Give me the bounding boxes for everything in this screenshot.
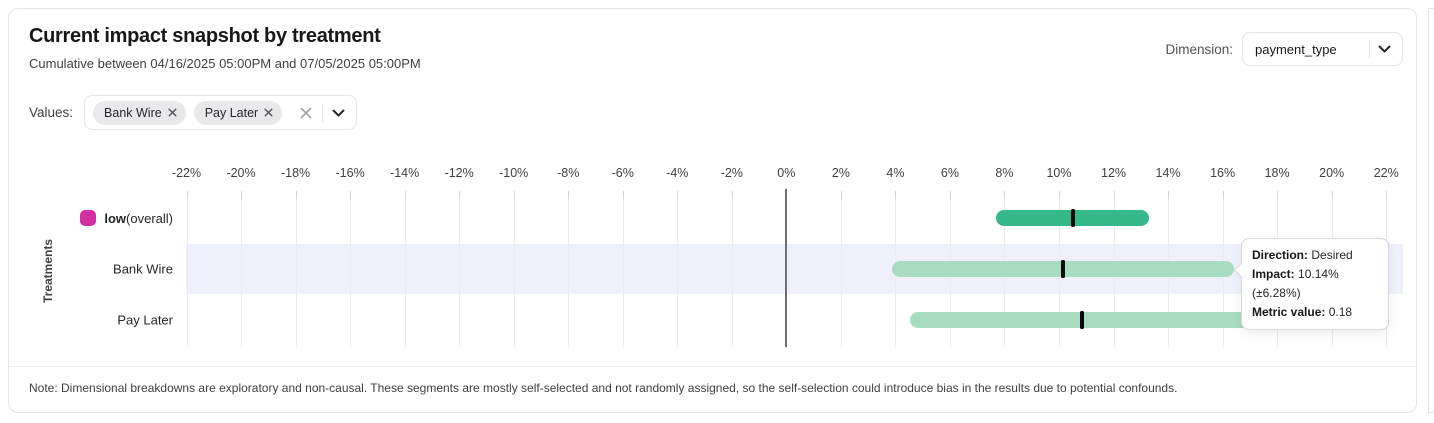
impact-snapshot-card: Current impact snapshot by treatment Cum… [8,8,1417,413]
gridline [459,191,461,347]
x-axis-tick-label: -6% [611,166,634,180]
gridline [568,191,570,347]
x-axis-tick-label: -18% [280,166,311,180]
gridline [677,191,679,347]
remove-chip-icon[interactable] [168,108,177,117]
values-chevron-down-icon[interactable] [332,109,345,117]
footnote: Note: Dimensional breakdowns are explora… [9,366,1416,395]
x-axis-tick-label: 0% [777,166,796,180]
dimension-select[interactable]: payment_type [1242,32,1403,66]
chevron-down-icon [1378,45,1391,53]
x-axis-tick-label: 20% [1319,166,1345,180]
dimension-label: Dimension: [1165,41,1233,57]
values-box-divider [322,103,324,122]
select-divider [1369,40,1370,58]
x-axis-tick-label: -14% [390,166,420,180]
clear-values-icon[interactable] [299,106,313,120]
tooltip-direction-value: Desired [1311,248,1353,262]
dimension-control: Dimension: payment_type [1165,32,1403,66]
tooltip: Direction: Desired Impact: 10.14% (±6.28… [1233,238,1389,330]
x-axis-tick-label: -20% [226,166,256,180]
legend-swatch [80,210,97,226]
x-axis-tick-label: -2% [720,166,743,180]
x-axis-tick-label: 18% [1264,166,1290,180]
x-axis-tick-label: 16% [1210,166,1236,180]
x-axis-tick-label: 10% [1046,166,1072,180]
tooltip-impact-label: Impact: [1252,267,1295,281]
date-range-subtitle: Cumulative between 04/16/2025 05:00PM an… [29,56,421,71]
impact-marker [1079,311,1084,329]
values-label: Values: [29,105,74,120]
tooltip-direction-label: Direction: [1252,248,1309,262]
gridline [840,191,842,347]
x-axis-tick-label: -22% [171,166,202,180]
values-multiselect[interactable]: Bank Wire Pay Later [84,95,358,130]
tooltip-metric: Metric value: 0.18 [1252,303,1378,322]
value-chip[interactable]: Pay Later [193,100,283,125]
gridline [731,191,733,347]
value-chip-label: Bank Wire [104,105,162,120]
gridline [350,191,352,347]
tooltip-direction: Direction: Desired [1252,246,1378,265]
value-chip[interactable]: Bank Wire [93,100,186,125]
x-axis-tick-label: -8% [557,166,580,180]
values-filter-row: Values: Bank Wire Pay Later [29,95,358,130]
impact-marker [1060,260,1065,278]
adjacent-card-edge [1428,8,1434,413]
treatment-row-label: Pay Later [117,312,173,328]
x-axis-tick-label: -12% [444,166,474,180]
tooltip-impact-value: 10.14% (±6.28%) [1252,267,1339,300]
value-chip-label: Pay Later [204,105,259,120]
x-axis-tick-label: 22% [1373,166,1399,180]
dimension-select-value: payment_type [1255,41,1337,57]
treatment-row-label: low (overall) [80,210,173,226]
x-axis-tick-label: 12% [1101,166,1127,180]
gridline [513,191,515,347]
impact-marker [1070,209,1075,227]
remove-chip-icon[interactable] [264,108,273,117]
chips-container: Bank Wire Pay Later [93,100,283,125]
gridline [404,191,406,347]
tooltip-metric-value: 0.18 [1328,305,1353,319]
x-axis-tick-label: 14% [1155,166,1181,180]
x-axis: -22% -20% -18% -16% -14% -12% -10% -8% -6% -4% -2%… [172,166,1403,184]
gridline [295,191,297,347]
zero-baseline [785,189,788,347]
x-axis-tick-label: 6% [940,166,959,180]
x-axis-tick-label: 8% [995,166,1014,180]
treatment-row-label: Bank Wire [113,261,173,277]
gridline [622,191,624,347]
gridline [186,191,188,347]
plot-area [186,189,1403,347]
x-axis-tick-label: -4% [666,166,689,180]
x-axis-tick-label: 2% [831,166,850,180]
tooltip-impact: Impact: 10.14% (±6.28%) [1252,265,1378,303]
x-axis-tick-label: -16% [335,166,365,180]
gridline [241,191,243,347]
x-axis-tick-label: 4% [886,166,905,180]
page-title: Current impact snapshot by treatment [29,25,381,47]
row-labels: low (overall) Bank Wire Pay Later [9,191,173,347]
x-axis-tick-label: -10% [499,166,529,180]
row-label-bold: low [104,210,127,226]
tooltip-metric-label: Metric value: [1252,305,1326,319]
